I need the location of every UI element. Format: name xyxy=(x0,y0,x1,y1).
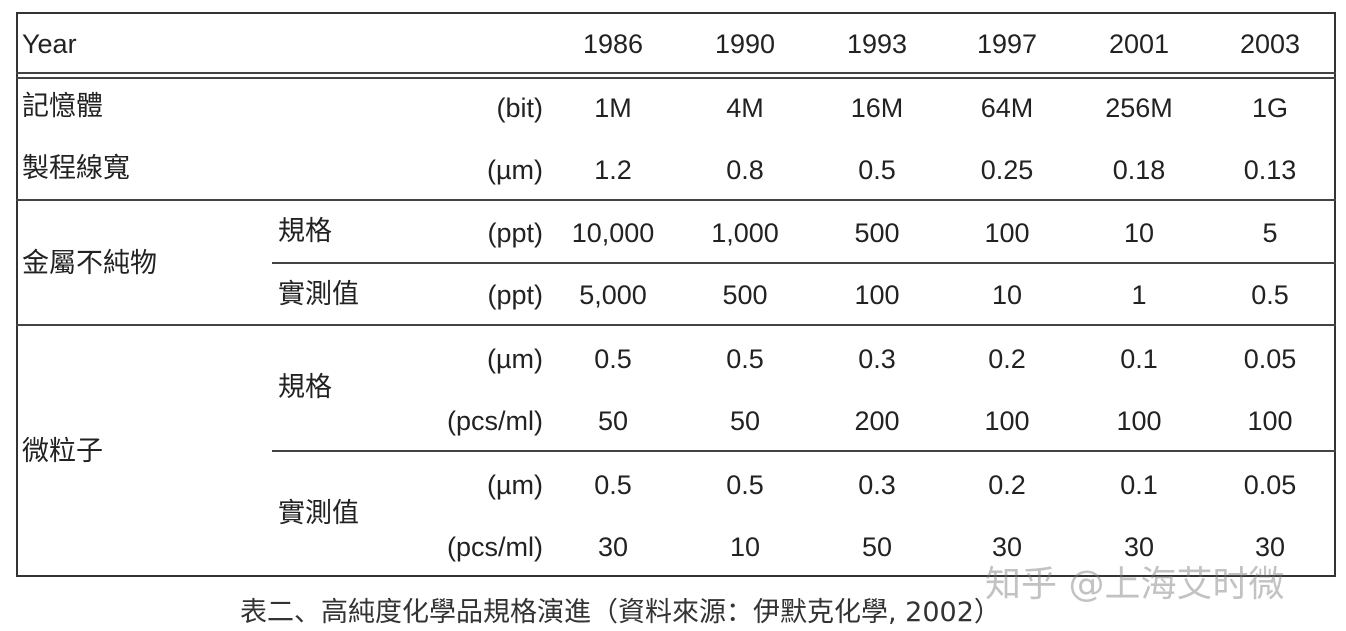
metal-spec-cell: 100 xyxy=(984,218,1030,248)
year-cell: 1997 xyxy=(976,29,1038,59)
linewidth-cell: 0.25 xyxy=(980,155,1034,185)
particle-measured-size-cell: 0.2 xyxy=(988,470,1026,500)
particle-spec-count-unit: (pcs/ml) xyxy=(447,406,543,436)
memory-cell: 1G xyxy=(1251,93,1289,123)
particle-measured-count-cell: 30 xyxy=(1123,532,1155,562)
linewidth-cell: 0.5 xyxy=(858,155,896,185)
row-divider xyxy=(16,199,1336,201)
metal-measured-cell: 500 xyxy=(722,280,768,310)
metal-label: 金屬不純物 xyxy=(22,248,157,278)
particle-spec-size-cell: 0.1 xyxy=(1120,344,1158,374)
year-cell: 1993 xyxy=(846,29,908,59)
particle-measured-size-cell: 0.5 xyxy=(726,470,764,500)
subrow-divider xyxy=(272,450,1336,452)
metal-measured-cell: 10 xyxy=(991,280,1023,310)
row-divider xyxy=(16,324,1336,326)
particle-measured-count-unit: (pcs/ml) xyxy=(447,532,543,562)
table-caption: 表二、高純度化學品規格演進（資料來源：伊默克化學, 2002） xyxy=(240,597,1001,628)
linewidth-cell: 0.18 xyxy=(1112,155,1166,185)
metal-spec-cell: 500 xyxy=(854,218,900,248)
particle-spec-size-cell: 0.05 xyxy=(1243,344,1297,374)
linewidth-cell: 0.13 xyxy=(1243,155,1297,185)
memory-cell: 256M xyxy=(1105,93,1173,123)
particle-spec-size-cell: 0.2 xyxy=(988,344,1026,374)
particle-spec-label: 規格 xyxy=(278,372,332,402)
metal-measured-label: 實測值 xyxy=(278,279,359,309)
year-cell: 2001 xyxy=(1108,29,1170,59)
watermark: 知乎 @上海艾时微 xyxy=(985,564,1285,605)
particle-measured-count-cell: 30 xyxy=(1254,532,1286,562)
memory-cell: 1M xyxy=(594,93,632,123)
particle-spec-count-cell: 200 xyxy=(854,406,900,436)
metal-spec-cell: 10,000 xyxy=(571,218,655,248)
particle-spec-count-cell: 50 xyxy=(597,406,629,436)
linewidth-unit: (µm) xyxy=(486,155,543,185)
particle-spec-size-unit: (µm) xyxy=(486,344,543,374)
metal-spec-unit: (ppt) xyxy=(487,218,543,248)
particle-spec-size-cell: 0.3 xyxy=(858,344,896,374)
particle-measured-label: 實測值 xyxy=(278,498,359,528)
year-cell: 1986 xyxy=(582,29,644,59)
metal-measured-cell: 0.5 xyxy=(1251,280,1289,310)
linewidth-label: 製程線寬 xyxy=(22,153,130,183)
memory-cell: 4M xyxy=(726,93,764,123)
particle-measured-size-cell: 0.5 xyxy=(594,470,632,500)
header-divider xyxy=(16,72,1336,79)
memory-cell: 16M xyxy=(850,93,904,123)
memory-cell: 64M xyxy=(980,93,1034,123)
particle-measured-size-cell: 0.1 xyxy=(1120,470,1158,500)
metal-measured-cell: 100 xyxy=(854,280,900,310)
particle-spec-size-cell: 0.5 xyxy=(594,344,632,374)
year-cell: 1990 xyxy=(714,29,776,59)
memory-label: 記憶體 xyxy=(22,91,103,121)
particle-spec-count-cell: 100 xyxy=(984,406,1030,436)
metal-spec-cell: 1,000 xyxy=(711,218,779,248)
memory-unit: (bit) xyxy=(496,93,544,123)
particle-label: 微粒子 xyxy=(22,436,103,466)
particle-measured-size-cell: 0.05 xyxy=(1243,470,1297,500)
metal-measured-cell: 1 xyxy=(1131,280,1147,310)
particle-measured-count-cell: 30 xyxy=(991,532,1023,562)
particle-spec-size-cell: 0.5 xyxy=(726,344,764,374)
particle-measured-count-cell: 10 xyxy=(729,532,761,562)
year-label: Year xyxy=(22,29,77,59)
particle-measured-count-cell: 30 xyxy=(597,532,629,562)
year-cell: 2003 xyxy=(1239,29,1301,59)
particle-measured-size-cell: 0.3 xyxy=(858,470,896,500)
particle-spec-count-cell: 100 xyxy=(1247,406,1293,436)
particle-measured-count-cell: 50 xyxy=(861,532,893,562)
spec-table xyxy=(16,12,1336,577)
particle-measured-size-unit: (µm) xyxy=(486,470,543,500)
metal-spec-cell: 10 xyxy=(1123,218,1155,248)
metal-spec-cell: 5 xyxy=(1262,218,1278,248)
metal-measured-cell: 5,000 xyxy=(579,280,647,310)
subrow-divider xyxy=(272,262,1336,264)
metal-spec-label: 規格 xyxy=(278,216,332,246)
metal-measured-unit: (ppt) xyxy=(487,280,543,310)
linewidth-cell: 1.2 xyxy=(594,155,632,185)
linewidth-cell: 0.8 xyxy=(726,155,764,185)
particle-spec-count-cell: 50 xyxy=(729,406,761,436)
particle-spec-count-cell: 100 xyxy=(1116,406,1162,436)
